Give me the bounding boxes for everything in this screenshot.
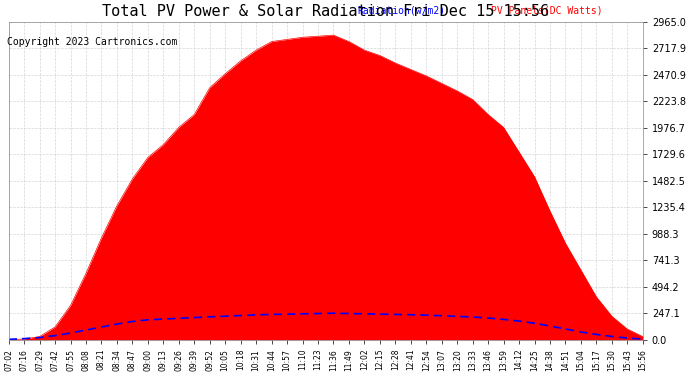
Title: Total PV Power & Solar Radiation Fri Dec 15 15:56: Total PV Power & Solar Radiation Fri Dec…	[102, 4, 549, 19]
Text: Radiation(w/m2): Radiation(w/m2)	[357, 5, 446, 15]
Text: PV Panels(DC Watts): PV Panels(DC Watts)	[491, 5, 602, 15]
Text: Copyright 2023 Cartronics.com: Copyright 2023 Cartronics.com	[7, 37, 177, 47]
